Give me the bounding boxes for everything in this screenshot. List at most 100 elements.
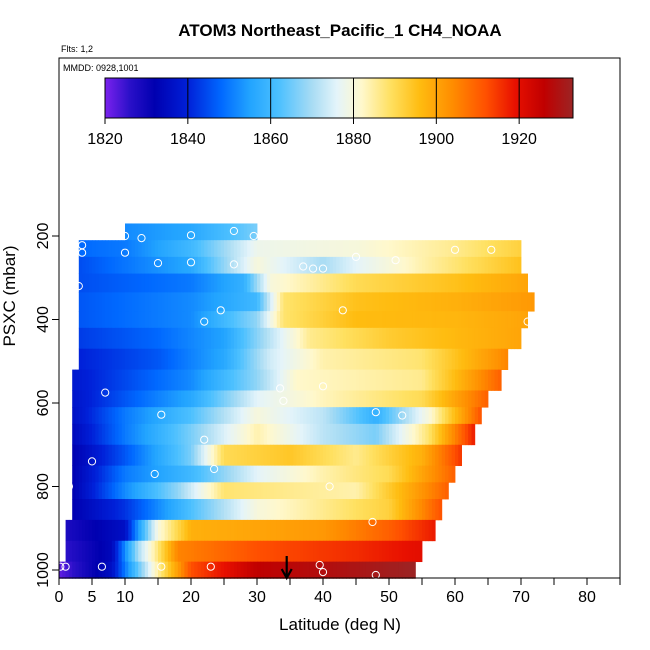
heatmap-cell [101, 444, 106, 467]
heatmap-cell [200, 482, 205, 500]
heatmap-cell [200, 519, 205, 542]
heatmap-cell [164, 348, 169, 370]
heatmap-cell [266, 390, 271, 408]
heatmap-cell [283, 407, 288, 425]
heatmap-cell [438, 369, 443, 391]
heatmap-cell [319, 465, 324, 483]
heatmap-cell [303, 256, 307, 274]
heatmap-cell [191, 292, 195, 312]
heatmap-cell [207, 369, 212, 391]
heatmap-cell [118, 240, 123, 258]
heatmap-cell [458, 292, 462, 312]
heatmap-cell [253, 273, 258, 293]
heatmap-cell [266, 482, 271, 500]
heatmap-cell [134, 423, 139, 446]
heatmap-cell [214, 540, 218, 563]
heatmap-cell [121, 465, 126, 483]
heatmap-cell [405, 348, 410, 370]
heatmap-cell [296, 311, 301, 329]
heatmap-cell [184, 499, 189, 521]
heatmap-cell [230, 540, 235, 563]
heatmap-cell [240, 499, 245, 521]
heatmap-cell [435, 465, 439, 483]
heatmap-cell [72, 482, 76, 500]
heatmap-cell [385, 465, 390, 483]
heatmap-cell [111, 273, 116, 293]
heatmap-cell [375, 369, 380, 391]
heatmap-cell [306, 292, 311, 312]
heatmap-cell [435, 240, 439, 258]
heatmap-cell [85, 519, 90, 542]
heatmap-cell [207, 482, 212, 500]
heatmap-cell [273, 256, 278, 274]
heatmap-cell [134, 240, 139, 258]
heatmap-cell [379, 311, 383, 329]
heatmap-cell [379, 465, 383, 483]
heatmap-cell [111, 369, 116, 391]
heatmap-cell [438, 465, 443, 483]
heatmap-cell [303, 311, 307, 329]
heatmap-cell [488, 327, 492, 350]
heatmap-cell [280, 482, 284, 500]
heatmap-cell [78, 369, 83, 391]
heatmap-cell [464, 348, 469, 370]
heatmap-cell [352, 273, 357, 293]
heatmap-cell [332, 256, 337, 274]
heatmap-cell [263, 519, 268, 542]
heatmap-cell [309, 519, 314, 542]
heatmap-cell [220, 348, 225, 370]
heatmap-cell [478, 407, 482, 425]
heatmap-cell [471, 348, 476, 370]
heatmap-cell [431, 519, 436, 542]
heatmap-cell [191, 482, 195, 500]
heatmap-cell [164, 519, 169, 542]
heatmap-cell [488, 273, 492, 293]
heatmap-cell [359, 407, 363, 425]
sample-point [206, 562, 215, 571]
heatmap-cell [257, 519, 261, 542]
heatmap-cell [349, 465, 354, 483]
heatmap-cell [121, 256, 126, 274]
heatmap-cell [455, 327, 459, 350]
heatmap-cell [115, 348, 119, 370]
heatmap-cell [148, 482, 152, 500]
heatmap-cell [158, 519, 162, 542]
heatmap-cell [491, 240, 495, 258]
heatmap-cell [230, 273, 235, 293]
heatmap-cell [303, 292, 307, 312]
heatmap-cell [197, 223, 202, 241]
heatmap-cell [283, 240, 288, 258]
heatmap-cell [118, 465, 123, 483]
heatmap-cell [369, 390, 373, 408]
heatmap-cell [177, 273, 182, 293]
heatmap-cell [257, 561, 261, 579]
heatmap-cell [247, 423, 251, 446]
heatmap-cell [78, 482, 83, 500]
heatmap-cell [296, 499, 301, 521]
heatmap-cell [329, 273, 334, 293]
heatmap-cell [92, 256, 96, 274]
heatmap-cell [461, 256, 466, 274]
heatmap-cell [445, 369, 449, 391]
heatmap-cell [461, 407, 466, 425]
heatmap-cell [194, 223, 198, 241]
heatmap-cell [276, 273, 281, 293]
heatmap-cell [75, 444, 80, 467]
heatmap-cell [253, 223, 258, 241]
heatmap-cell [382, 348, 387, 370]
heatmap-cell [253, 482, 258, 500]
heatmap-cell [138, 519, 142, 542]
heatmap-cell [293, 240, 297, 258]
heatmap-cell [191, 499, 195, 521]
heatmap-cell [346, 407, 350, 425]
heatmap-cell [161, 390, 165, 408]
heatmap-cell [247, 311, 251, 329]
heatmap-cell [448, 327, 453, 350]
heatmap-cell [108, 519, 113, 542]
heatmap-cell [138, 465, 142, 483]
heatmap-cell [191, 465, 195, 483]
heatmap-cell [118, 540, 123, 563]
heatmap-cell [266, 273, 271, 293]
heatmap-cell [464, 423, 469, 446]
heatmap-cell [349, 482, 354, 500]
